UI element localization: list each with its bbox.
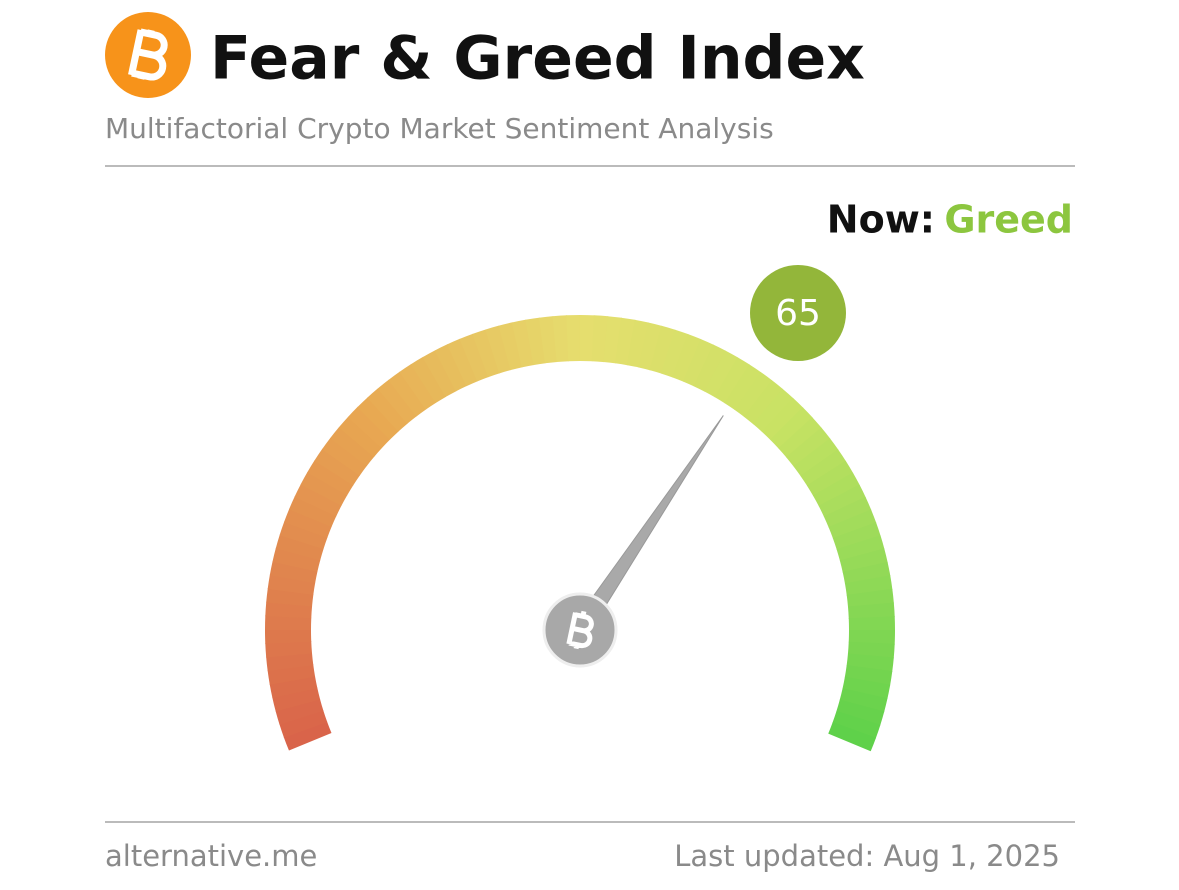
gauge-band <box>347 406 391 449</box>
gauge-band <box>682 338 714 387</box>
gauge-band <box>844 575 893 596</box>
gauge-band <box>275 534 324 561</box>
gauge-band <box>367 388 408 432</box>
gauge-band <box>818 484 866 518</box>
gauge-band <box>283 508 332 539</box>
gauge-band <box>704 350 739 398</box>
gauge-band <box>785 427 831 467</box>
gauge-band <box>671 333 702 382</box>
chart-title: Fear & Greed Index <box>210 24 865 94</box>
gauge-band <box>761 397 804 441</box>
gauge-band <box>591 315 609 363</box>
gauge-band <box>330 426 375 467</box>
gauge-band <box>638 322 663 371</box>
gauge-band <box>743 380 784 425</box>
gauge-band <box>388 371 427 417</box>
logo <box>105 12 191 98</box>
gauge-band <box>300 471 348 506</box>
classification: Greed <box>944 198 1073 242</box>
gauge-band <box>279 521 328 550</box>
gauge-band <box>770 407 813 449</box>
gauge-band <box>626 319 649 368</box>
value-label: 65 <box>775 293 821 334</box>
gauge-band <box>511 319 535 368</box>
gauge-band <box>839 548 888 573</box>
gauge-band <box>806 460 854 497</box>
gauge-band <box>812 472 860 507</box>
gauge-band <box>314 448 361 486</box>
gauge-band <box>778 417 822 458</box>
gauge-band <box>847 602 895 620</box>
gauge-band <box>842 676 891 699</box>
gauge-band <box>693 344 727 392</box>
gauge-band <box>538 316 558 364</box>
gauge-band <box>485 325 512 374</box>
gauge-band <box>357 397 399 440</box>
gauge-band <box>828 721 877 752</box>
gauge-band <box>525 317 546 366</box>
gauge-band <box>836 535 885 562</box>
gauge-band <box>410 356 447 404</box>
gauge-band <box>459 333 489 382</box>
gauge-band <box>266 588 314 607</box>
gauge-band <box>266 652 314 672</box>
gauge-band <box>269 675 318 699</box>
gauge-band <box>734 371 773 418</box>
gauge-band <box>267 574 316 596</box>
gauge-band <box>338 416 383 458</box>
value-badge <box>750 265 846 361</box>
gauge-band <box>800 449 847 487</box>
gauge-band <box>269 561 318 584</box>
subtitle: Multifactorial Crypto Market Sentiment A… <box>105 112 774 145</box>
gauge-band <box>265 640 313 658</box>
gauge-band <box>649 325 676 374</box>
gauge-band <box>446 338 478 387</box>
gauge-band <box>288 496 337 528</box>
gauge-band <box>399 363 437 410</box>
gauge-band <box>832 710 881 739</box>
gauge-band <box>836 699 885 726</box>
gauge: 65 <box>265 265 895 752</box>
gauge-band <box>275 698 324 725</box>
gauge-band <box>472 329 500 378</box>
gauge-band <box>793 438 839 477</box>
gauge-band <box>294 483 342 517</box>
hub-icon <box>566 610 594 650</box>
gauge-band <box>839 688 888 713</box>
last-updated: Last updated: Aug 1, 2025 <box>674 839 1060 873</box>
gauge-band <box>321 437 368 476</box>
gauge-band <box>283 721 332 751</box>
gauge-band <box>844 664 893 686</box>
gauge-band <box>847 641 895 659</box>
gauge-band <box>552 315 570 363</box>
source: alternative.me <box>105 839 317 873</box>
gauge-band <box>603 316 622 364</box>
gauge-band <box>434 344 468 392</box>
gauge-band <box>846 588 894 608</box>
gauge-band <box>279 710 328 738</box>
gauge-band <box>265 601 313 619</box>
gauge-band <box>498 322 523 371</box>
now-label: Now: <box>827 198 935 242</box>
gauge-band <box>422 350 457 398</box>
gauge-band <box>272 687 321 712</box>
gauge-band <box>823 496 872 528</box>
gauge-band <box>832 522 881 550</box>
gauge-band <box>846 653 894 672</box>
gauge-band <box>614 317 636 366</box>
gauge-band <box>307 460 354 496</box>
gauge-band <box>272 547 321 572</box>
gauge-band <box>660 329 689 378</box>
gauge-band <box>752 388 794 433</box>
gauge-band <box>377 379 417 425</box>
gauge-band <box>724 364 762 411</box>
gauge-band <box>714 357 750 404</box>
gauge-band <box>267 664 316 685</box>
gauge-band <box>828 509 877 539</box>
gauge-band <box>842 561 891 585</box>
